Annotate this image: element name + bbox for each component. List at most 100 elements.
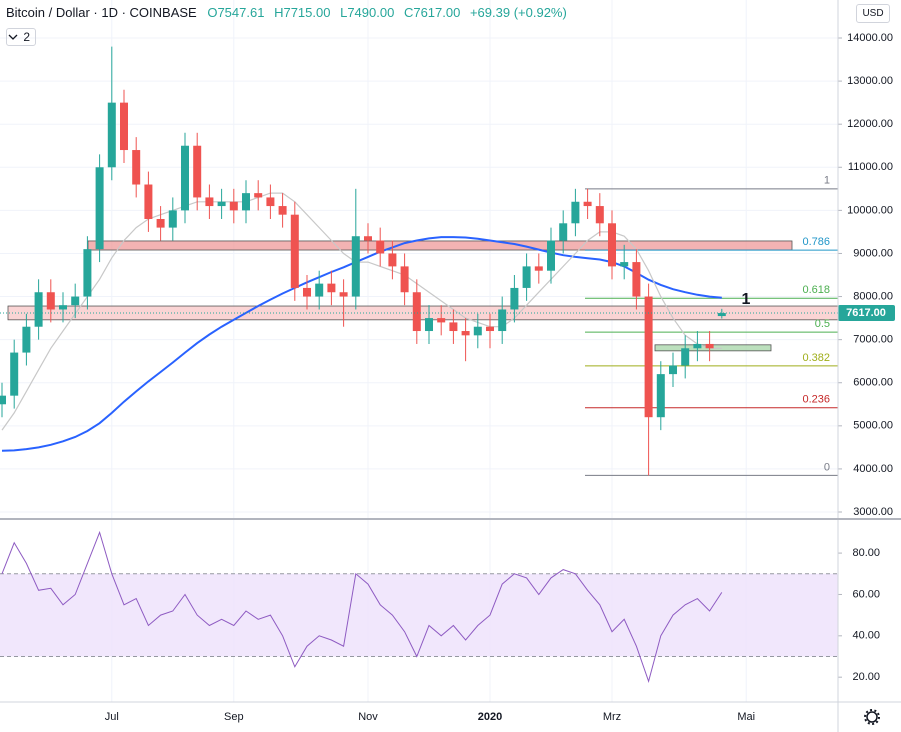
candle-body [364,236,372,241]
candle-body [644,296,653,418]
candle-body [388,253,397,267]
candle-body [205,197,214,207]
y-tick-label: 40.00 [852,630,880,642]
candle-body [620,262,629,267]
candle-body [425,318,433,332]
candle-body [351,236,360,297]
moving-average [1,236,722,452]
ohlc-open: O7547.61 [207,5,265,20]
indicator-count: 2 [23,30,30,44]
candle-body [229,201,238,211]
candle-body [34,292,43,327]
y-tick-label: 13000.00 [847,75,893,87]
candle-body [583,201,592,207]
fib-label: 0.786 [802,236,830,248]
candle-body [376,240,385,254]
candle-body [400,266,409,293]
gear-ring [866,711,878,723]
x-tick-label: 2020 [478,711,502,723]
x-tick-label: Sep [224,711,244,723]
y-tick-label: 60.00 [852,588,880,600]
ohlc-change: +69.39 (+0.92%) [469,5,567,20]
ohlc-low: L7490.00 [340,5,395,20]
candle-body [303,287,311,297]
candle-body [83,249,92,297]
candle-body [461,331,470,336]
y-tick-label: 12000.00 [847,118,893,130]
fib-label: 0.618 [802,284,830,296]
y-tick-label: 9000.00 [853,247,893,259]
y-tick-label: 20.00 [852,671,880,683]
y-tick-label: 14000.00 [847,32,893,44]
candle-body [132,150,141,185]
candle-body [534,266,543,271]
currency-button[interactable]: USD [856,4,890,23]
annotation: 1 [742,291,751,308]
candle-body [559,223,568,241]
legend-header: Bitcoin / Dollar · 1D · COINBASE O7547.6… [6,5,573,20]
candle-body [681,348,690,366]
candle-body [705,343,714,349]
candle-body [522,266,531,288]
candle-body [217,201,226,207]
candle-body [156,218,165,228]
candle-body [46,292,55,310]
ohlc-high: H7715.00 [274,5,331,20]
indicator-toggle[interactable]: 2 [6,28,36,46]
candle-body [547,240,555,271]
candle-body [498,309,507,332]
candle-body [266,197,275,207]
candle-body [339,292,348,297]
candle-body [717,313,726,317]
candle-body [412,292,421,332]
candle-body [168,210,177,228]
y-tick-label: 6000.00 [853,377,893,389]
candle-body [473,326,482,336]
candle-body [656,374,665,418]
candle-body [144,184,153,219]
y-tick-label: 8000.00 [853,290,893,302]
y-tick-label: 80.00 [852,547,880,559]
ohlc-close: C7617.00 [403,5,461,20]
x-tick-label: Mrz [603,711,621,723]
x-tick-label: Mai [737,711,755,723]
fib-label: 0.5 [815,318,830,330]
fib-label: 0 [824,461,830,473]
candle-body [59,305,67,310]
candle-body [595,206,604,224]
candle-body [315,283,324,297]
candle-body [486,326,494,332]
y-tick-label: 5000.00 [853,420,893,432]
candle-body [181,145,189,211]
y-tick-label: 11000.00 [848,161,893,173]
last-price-label: 7617.00 [846,307,886,319]
candle-body [693,343,702,349]
candle-body [107,102,116,168]
candle-body [571,201,580,224]
rsi-line [1,530,723,684]
fib-label: 0.382 [802,352,830,364]
candle-body [120,102,128,151]
candle-body [0,395,6,405]
candle-body [327,283,336,293]
candle-body [290,214,299,288]
last-price-tag [838,305,895,322]
candle-body [278,206,287,215]
candle-body [669,365,677,375]
y-tick-label: 4000.00 [853,463,893,475]
y-tick-label: 7000.00 [853,334,893,346]
symbol: Bitcoin / Dollar · 1D · COINBASE [6,5,197,20]
candle-body [608,223,616,267]
y-tick-label: 3000.00 [853,506,893,518]
y-tick-label: 10000.00 [847,204,893,216]
moving-average [1,192,722,431]
settings-gear[interactable] [864,709,880,725]
candle-body [254,193,263,198]
candle-body [10,352,19,396]
candle-body [71,296,80,306]
fib-label: 0.236 [802,394,830,406]
candle-body [193,145,202,198]
candle-body [95,167,104,250]
